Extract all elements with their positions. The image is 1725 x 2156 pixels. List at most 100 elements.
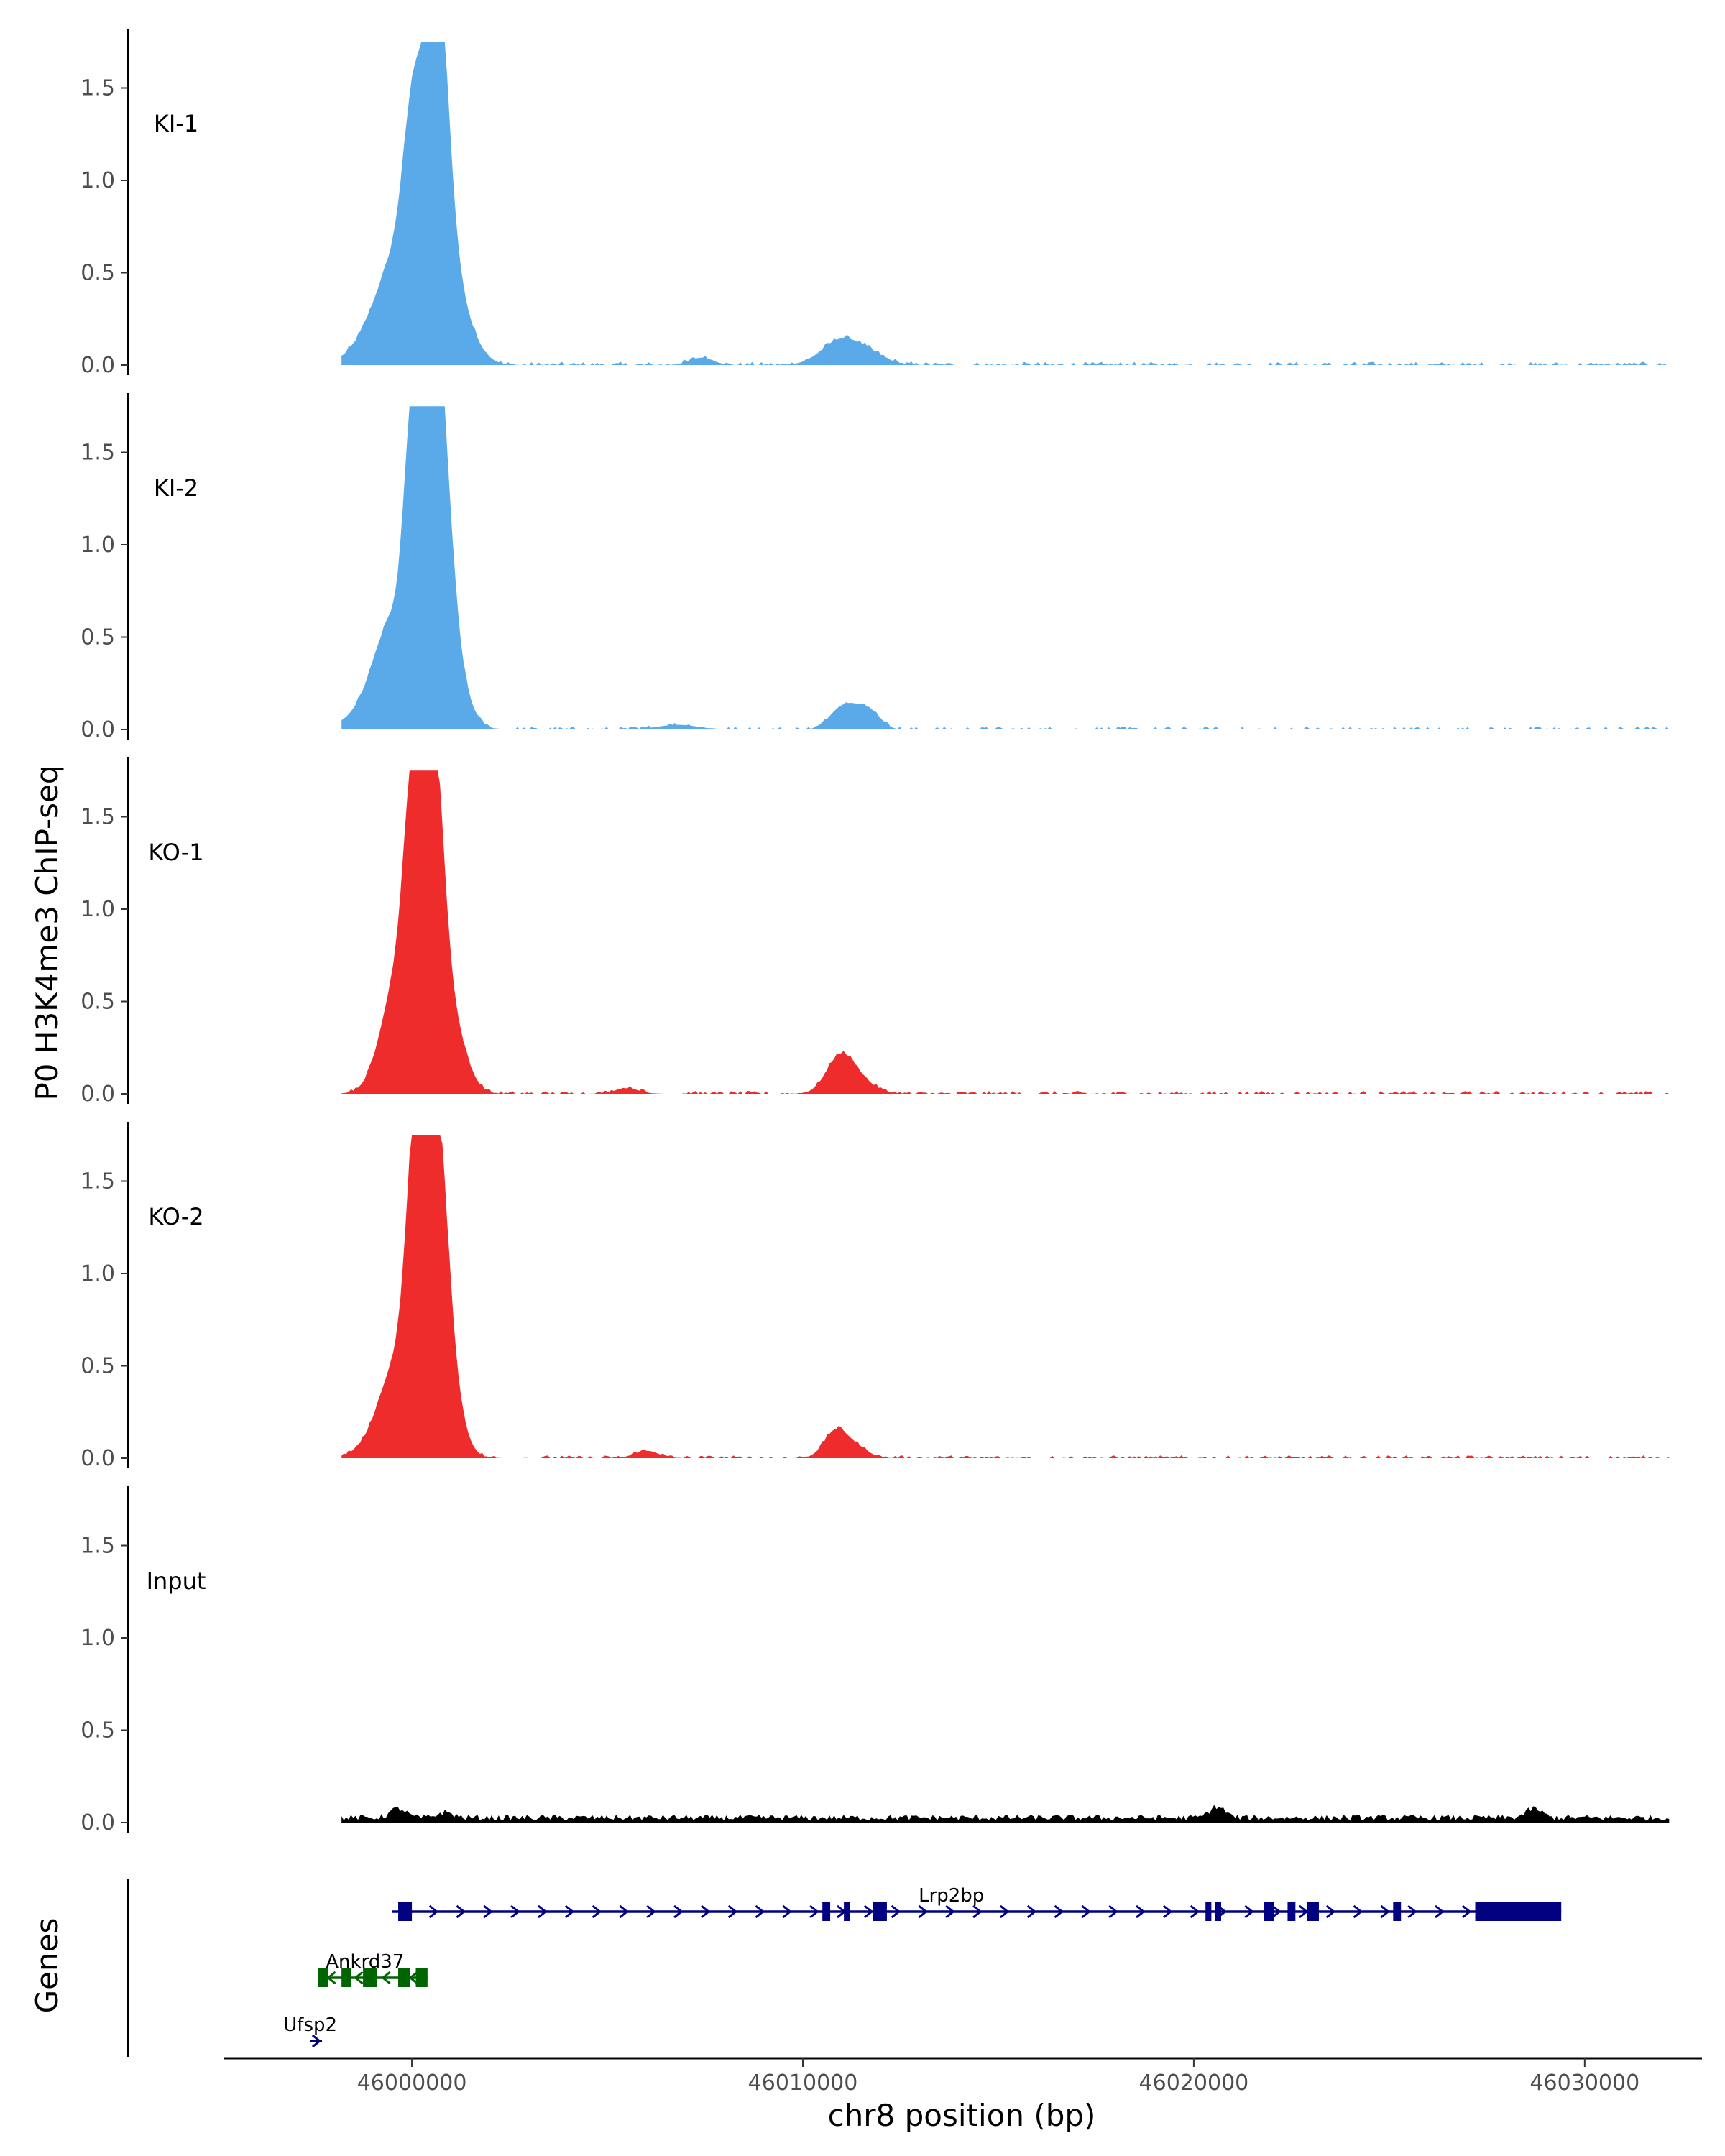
- exon: [363, 1968, 377, 1987]
- genes-panel: Lrp2bp Ankrd37 Ufsp2: [126, 1879, 1562, 2057]
- strand-chevron: [483, 1904, 493, 1919]
- signal-tracks: 0.0 0.5 1.0 1.5 KI-1 0.0 0.5 1.0 1.5 KI-2 0.0 0.5 1.…: [80, 29, 1670, 1835]
- track-input: 0.0 0.5 1.0 1.5 Input: [80, 1486, 1670, 1835]
- y-tick-label: 0.5: [80, 1354, 115, 1379]
- strand-chevron: [326, 1971, 336, 1985]
- strand-chevron: [727, 1904, 738, 1919]
- exon: [1307, 1902, 1319, 1921]
- strand-chevron: [456, 1904, 466, 1919]
- strand-chevron: [700, 1904, 711, 1919]
- signal-area: [341, 42, 1670, 366]
- strand-chevron: [1136, 1904, 1146, 1919]
- strand-chevron: [1162, 1904, 1173, 1919]
- strand-chevron: [1461, 1904, 1472, 1919]
- gene-label: Ufsp2: [283, 2014, 337, 2036]
- x-tick-label: 46030000: [1530, 2070, 1639, 2096]
- track-label: KI-1: [154, 110, 198, 137]
- exon: [341, 1968, 351, 1987]
- y-tick-label: 0.5: [80, 990, 115, 1015]
- strand-chevron: [918, 1904, 928, 1919]
- strand-chevron: [1026, 1904, 1037, 1919]
- track-ki-2: 0.0 0.5 1.0 1.5 KI-2: [80, 393, 1670, 742]
- gene-label: Ankrd37: [326, 1951, 404, 1973]
- strand-chevron: [1325, 1904, 1336, 1919]
- signal-area: [341, 406, 1670, 729]
- gene-ufsp2: Ufsp2: [283, 2014, 337, 2048]
- strand-chevron: [646, 1904, 656, 1919]
- track-ko-1: 0.0 0.5 1.0 1.5 KO-1: [80, 757, 1670, 1107]
- strand-chevron: [1190, 1904, 1200, 1919]
- exon: [1475, 1902, 1562, 1921]
- track-ko-2: 0.0 0.5 1.0 1.5 KO-2: [80, 1122, 1670, 1471]
- x-tick-label: 46010000: [748, 2070, 858, 2096]
- genes-axis-title: Genes: [29, 1918, 65, 2014]
- exon: [1287, 1902, 1296, 1921]
- y-tick-label: 1.0: [80, 168, 115, 193]
- track-label: Input: [147, 1567, 206, 1595]
- x-tick-label: 46020000: [1139, 2070, 1249, 2096]
- strand-chevron: [809, 1904, 819, 1919]
- strand-chevron: [1244, 1904, 1254, 1919]
- y-tick-label: 1.5: [80, 805, 115, 830]
- y-tick-label: 0.0: [80, 1446, 115, 1471]
- exon: [1215, 1902, 1221, 1921]
- strand-chevron: [673, 1904, 684, 1919]
- strand-chevron: [311, 2034, 322, 2048]
- strand-chevron: [945, 1904, 955, 1919]
- track-label: KI-2: [154, 474, 198, 502]
- y-tick-label: 0.0: [80, 717, 115, 742]
- exon: [398, 1902, 413, 1921]
- y-tick-label: 0.0: [80, 353, 115, 378]
- strand-chevron: [999, 1904, 1010, 1919]
- y-tick-label: 0.5: [80, 625, 115, 650]
- strand-chevron: [972, 1904, 983, 1919]
- exon: [873, 1902, 887, 1921]
- strand-chevron: [891, 1904, 901, 1919]
- track-label: KO-1: [148, 839, 203, 866]
- x-axis-title: chr8 position (bp): [828, 2098, 1096, 2133]
- signal-area: [341, 1135, 1670, 1458]
- exon: [844, 1902, 850, 1921]
- strand-chevron: [408, 1971, 418, 1985]
- strand-chevron: [1380, 1904, 1390, 1919]
- strand-chevron: [354, 1971, 364, 1985]
- y-tick-label: 0.5: [80, 1718, 115, 1743]
- y-tick-label: 1.5: [80, 76, 115, 101]
- y-tick-label: 0.5: [80, 261, 115, 286]
- y-tick-label: 1.0: [80, 1261, 115, 1286]
- y-tick-label: 1.0: [80, 533, 115, 558]
- y-tick-label: 1.0: [80, 1626, 115, 1651]
- y-tick-label: 1.5: [80, 1169, 115, 1194]
- exon: [822, 1902, 831, 1921]
- exon: [1393, 1902, 1402, 1921]
- track-ki-1: 0.0 0.5 1.0 1.5 KI-1: [80, 29, 1670, 378]
- strand-chevron: [782, 1904, 792, 1919]
- gene-ankrd37: Ankrd37: [318, 1951, 428, 1987]
- exon: [318, 1968, 328, 1987]
- strand-chevron: [1407, 1904, 1417, 1919]
- x-axis: 46000000 46010000 46020000 46030000: [224, 2057, 1702, 2096]
- track-label: KO-2: [148, 1203, 203, 1230]
- strand-chevron: [1353, 1904, 1363, 1919]
- strand-chevron: [510, 1904, 520, 1919]
- y-tick-label: 0.0: [80, 1082, 115, 1107]
- exon: [398, 1968, 410, 1987]
- strand-chevron: [863, 1904, 874, 1919]
- strand-chevron: [755, 1904, 765, 1919]
- signal-area: [341, 1805, 1670, 1823]
- signal-area: [341, 770, 1670, 1094]
- x-tick-label: 46000000: [357, 2070, 467, 2096]
- exon: [1205, 1902, 1212, 1921]
- strand-chevron: [1108, 1904, 1118, 1919]
- exon: [1264, 1902, 1274, 1921]
- strand-chevron: [1081, 1904, 1091, 1919]
- strand-chevron: [592, 1904, 602, 1919]
- strand-chevron: [537, 1904, 548, 1919]
- gene-lrp2bp: Lrp2bp: [392, 1885, 1562, 1921]
- strand-chevron: [1271, 1904, 1282, 1919]
- y-tick-label: 1.5: [80, 1534, 115, 1559]
- strand-chevron: [619, 1904, 629, 1919]
- gene-label: Lrp2bp: [919, 1885, 984, 1907]
- strand-chevron: [381, 1971, 391, 1985]
- strand-chevron: [1054, 1904, 1064, 1919]
